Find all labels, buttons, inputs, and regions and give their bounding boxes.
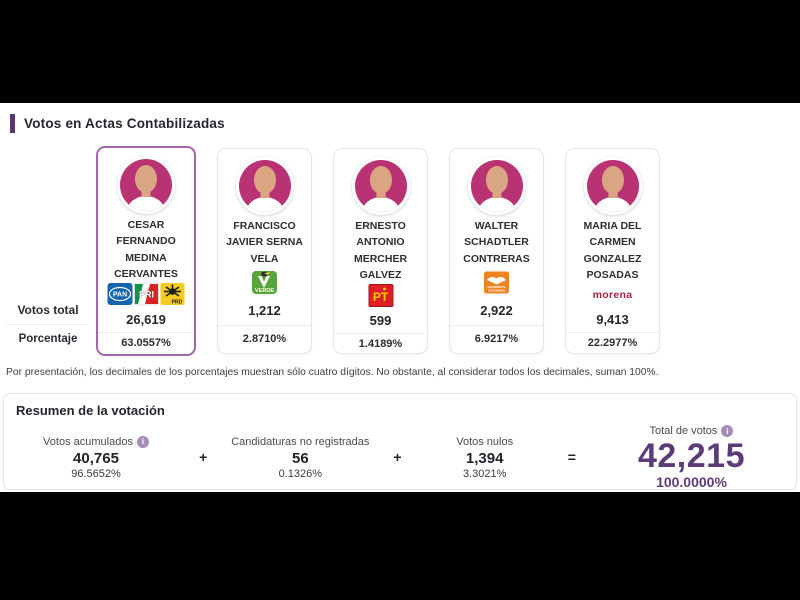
summary-item-nulos: Votos nulos 1,394 3.3021% (425, 435, 545, 480)
pri-logo-icon: PRI (134, 282, 159, 306)
svg-text:PT: PT (372, 290, 388, 304)
candidate-avatar-icon (235, 157, 294, 215)
summary-item-value: 56 (291, 449, 309, 467)
summary-item-percentage: 96.5652% (71, 467, 121, 480)
party-logos: VERDE (251, 267, 278, 298)
prd-logo-icon: PRD (160, 283, 185, 306)
summary-item-percentage: 3.3021% (462, 467, 507, 480)
party-logos: morena (593, 283, 633, 306)
candidate-avatar-icon (467, 157, 526, 215)
candidate-name: MARIA DEL CARMEN GONZALEZ POSADAS (583, 220, 642, 281)
percentage-row-label: Porcentaje (18, 333, 78, 345)
candidate-votes: 2,922 (480, 303, 513, 319)
summary-item-label: Votos acumulados (43, 435, 133, 448)
svg-text:CIUDADANO: CIUDADANO (488, 288, 506, 292)
decimals-footnote: Por presentación, los decimales de los p… (6, 367, 659, 378)
candidate-avatar-icon (117, 156, 175, 214)
candidate-percentage: 2.8710% (218, 324, 311, 353)
info-icon[interactable]: i (721, 425, 734, 438)
plus-operator: + (393, 449, 402, 466)
candidate-card-medina[interactable]: CESAR FERNANDO MEDINA CERVANTES PAN PRI (96, 146, 196, 356)
candidate-name: FRANCISCO JAVIER SERNA VELA (226, 220, 303, 265)
svg-text:PAN: PAN (113, 292, 127, 299)
summary-item-percentage: 0.1326% (278, 467, 323, 480)
morena-logo: morena (592, 288, 633, 301)
total-votes-percentage: 100.0000% (656, 474, 727, 491)
plus-operator: + (199, 449, 208, 466)
section-accent-bar (10, 114, 15, 133)
equals-operator: = (567, 449, 576, 466)
row-labels-column: Votos total Porcentaje (0, 148, 96, 354)
results-page: Votos en Actas Contabilizadas Votos tota… (0, 103, 800, 492)
candidate-name: WALTER SCHADTLER CONTRERAS (463, 220, 530, 265)
party-logos: MOVIMIENTO CIUDADANO (483, 267, 510, 298)
summary-item-label: Candidaturas no registradas (231, 435, 370, 448)
candidate-votes: 9,413 (596, 311, 629, 327)
verde-logo-icon: VERDE (252, 271, 277, 295)
svg-text:VERDE: VERDE (255, 288, 275, 294)
summary-item-no-registradas: Candidaturas no registradas 56 0.1326% (230, 435, 370, 480)
vote-summary-panel: Resumen de la votación Votos acumulados … (3, 393, 797, 490)
candidate-percentage: 1.4189% (334, 333, 427, 353)
svg-text:MOVIMIENTO: MOVIMIENTO (488, 285, 507, 289)
summary-item-acumulados: Votos acumulados i 40,765 96.5652% (16, 435, 176, 480)
candidate-card-serna[interactable]: FRANCISCO JAVIER SERNA VELA VERDE 1,212 … (217, 148, 312, 354)
candidate-card-schadtler[interactable]: WALTER SCHADTLER CONTRERAS MOVIMIENTO CI… (449, 148, 544, 354)
svg-text:PRI: PRI (139, 290, 154, 300)
summary-item-total: Total de votos i 42,215 100.0000% (599, 424, 784, 490)
svg-text:PRD: PRD (172, 300, 183, 306)
section-header: Votos en Actas Contabilizadas (10, 114, 800, 133)
candidate-percentage: 63.0557% (98, 331, 194, 354)
summary-row: Votos acumulados i 40,765 96.5652% + Can… (16, 424, 784, 490)
pan-logo-icon: PAN (107, 283, 133, 306)
candidate-votes: 26,619 (126, 311, 166, 327)
candidate-avatar-icon (351, 157, 410, 215)
candidates-row: Votos total Porcentaje (0, 144, 800, 356)
movimiento-ciudadano-logo-icon: MOVIMIENTO CIUDADANO (484, 271, 509, 294)
summary-item-value: 40,765 (73, 449, 119, 467)
summary-title: Resumen de la votación (16, 403, 165, 418)
row-divider (6, 324, 90, 325)
candidate-name: CESAR FERNANDO MEDINA CERVANTES (114, 219, 178, 280)
summary-item-value: 1,394 (465, 449, 504, 467)
summary-item-label: Votos nulos (456, 435, 514, 448)
candidate-card-mercher[interactable]: ERNESTO ANTONIO MERCHER GALVEZ PT 599 1.… (333, 148, 428, 354)
candidate-votes: 1,212 (248, 303, 281, 319)
candidate-votes: 599 (369, 313, 392, 329)
info-icon[interactable]: i (136, 435, 149, 448)
summary-item-label: Total de votos (649, 425, 718, 437)
candidate-card-gonzalez[interactable]: MARIA DEL CARMEN GONZALEZ POSADAS morena… (565, 148, 660, 354)
total-votes-value: 42,215 (637, 437, 745, 476)
votes-row-label: Votos total (17, 303, 79, 317)
candidate-percentage: 22.2977% (566, 331, 659, 354)
party-logos: PAN PRI (107, 282, 185, 307)
party-logos: PT (368, 283, 394, 308)
candidate-avatar-icon (583, 157, 642, 215)
pt-logo-icon: PT (368, 284, 393, 308)
section-title: Votos en Actas Contabilizadas (24, 116, 225, 131)
candidate-percentage: 6.9217% (450, 324, 543, 353)
candidate-name: ERNESTO ANTONIO MERCHER GALVEZ (353, 220, 408, 281)
